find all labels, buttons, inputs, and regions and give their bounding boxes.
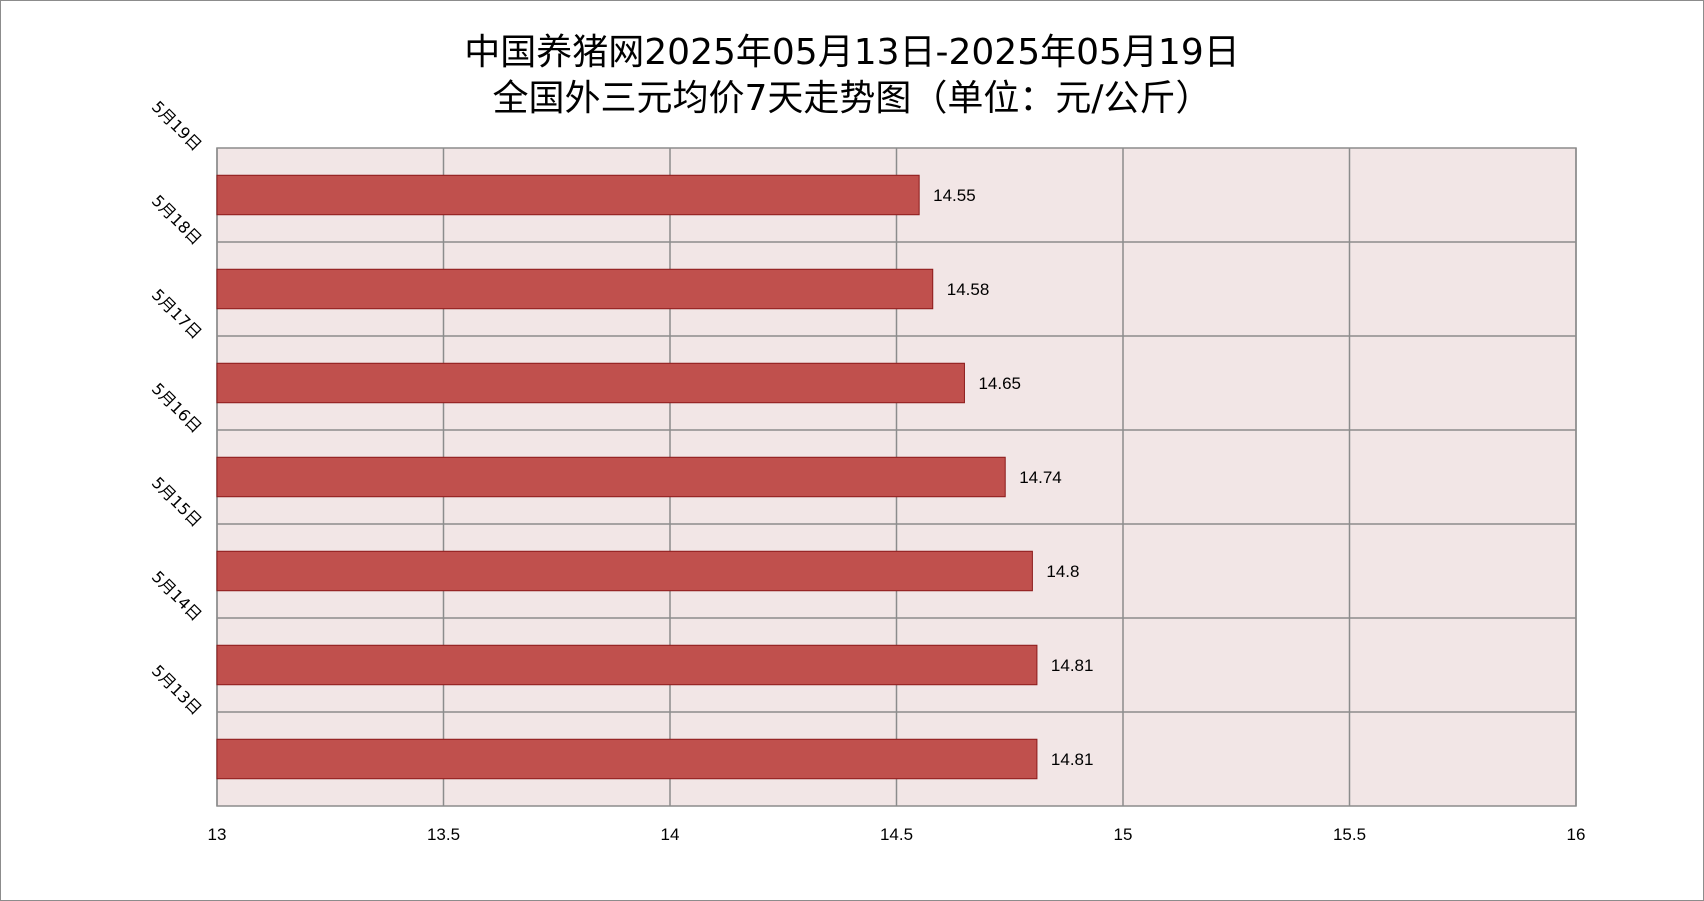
x-tick-label: 15 xyxy=(1114,825,1133,844)
bar-value-label: 14.58 xyxy=(947,280,990,299)
bar-value-label: 14.81 xyxy=(1051,656,1094,675)
y-axis-categories: 5月19日 5月18日 5月17日 5月16日 5月15日 5月14日 5月13日 xyxy=(148,97,206,719)
x-axis-ticks: 13 13.5 14 14.5 15 15.5 16 xyxy=(208,825,1586,844)
category-label: 5月17日 xyxy=(148,285,206,343)
bar xyxy=(216,362,965,404)
bar xyxy=(216,738,1038,780)
x-tick-label: 15.5 xyxy=(1333,825,1366,844)
bar-value-label: 14.65 xyxy=(978,374,1021,393)
data-labels: 14.55 14.58 14.65 14.74 14.8 14.81 14.81 xyxy=(933,186,1093,769)
category-label: 5月16日 xyxy=(148,379,206,437)
category-label: 5月14日 xyxy=(148,567,206,625)
chart-subtitle: 全国外三元均价7天走势图（单位：元/公斤） xyxy=(492,78,1212,119)
grid-lines xyxy=(216,148,1577,806)
bar xyxy=(216,644,1038,686)
category-label: 5月13日 xyxy=(148,661,206,719)
x-tick-label: 16 xyxy=(1567,825,1586,844)
chart-title: 中国养猪网2025年05月13日-2025年05月19日 xyxy=(464,32,1240,73)
category-label: 5月19日 xyxy=(148,97,206,155)
category-label: 5月15日 xyxy=(148,473,206,531)
bar-value-label: 14.81 xyxy=(1051,750,1094,769)
x-tick-label: 14 xyxy=(661,825,680,844)
bar xyxy=(216,268,934,310)
bar xyxy=(216,174,920,216)
bars xyxy=(216,174,1038,780)
bar xyxy=(216,550,1033,592)
bar-value-label: 14.55 xyxy=(933,186,976,205)
bar xyxy=(216,456,1006,498)
category-label: 5月18日 xyxy=(148,191,206,249)
x-tick-label: 14.5 xyxy=(880,825,913,844)
chart-title-block: 中国养猪网2025年05月13日-2025年05月19日 全国外三元均价7天走势… xyxy=(0,30,1704,122)
x-tick-label: 13 xyxy=(208,825,227,844)
x-tick-label: 13.5 xyxy=(427,825,460,844)
bar-value-label: 14.74 xyxy=(1019,468,1062,487)
bar-value-label: 14.8 xyxy=(1046,562,1079,581)
